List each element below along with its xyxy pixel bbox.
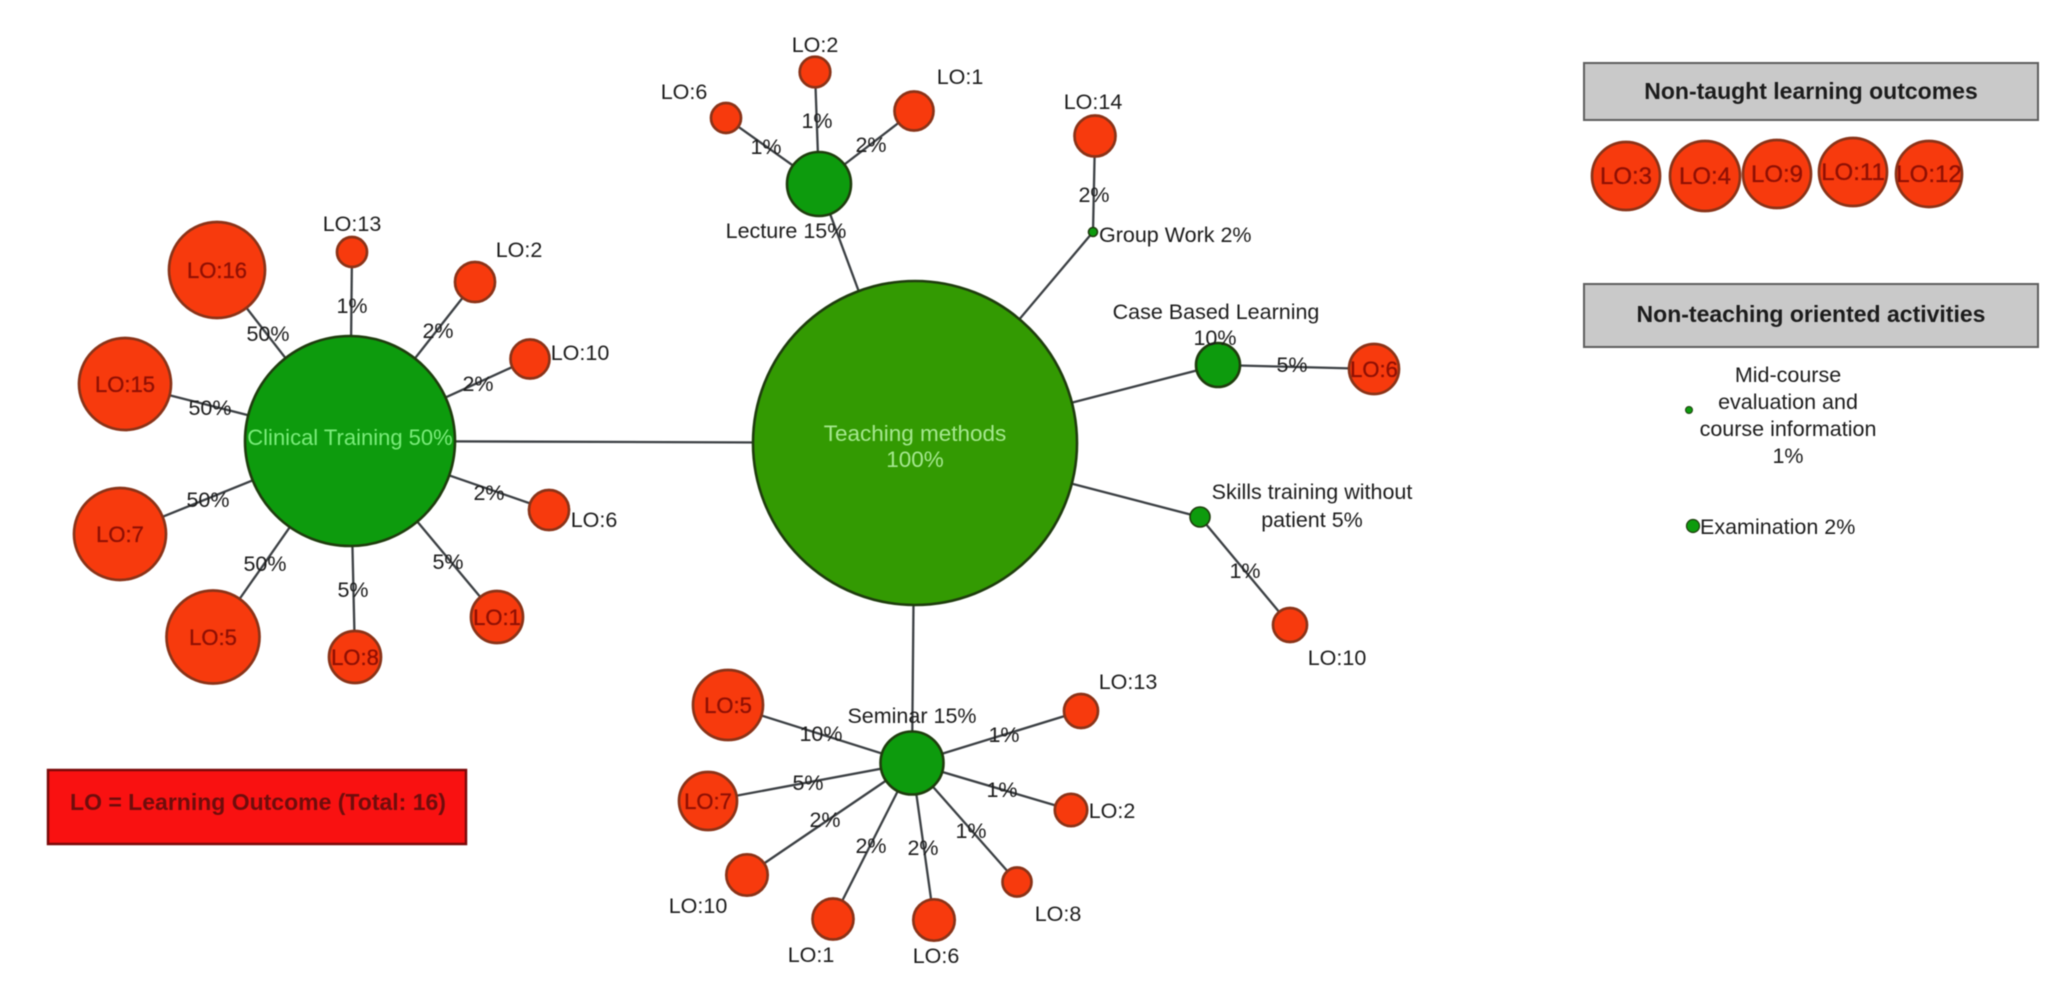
svg-text:1%: 1% (1229, 559, 1260, 583)
svg-text:LO:7: LO:7 (684, 789, 732, 814)
svg-text:LO:12: LO:12 (1896, 161, 1961, 188)
svg-text:LO:4: LO:4 (1679, 163, 1731, 190)
svg-text:50%: 50% (246, 322, 289, 346)
svg-text:LO:13: LO:13 (1099, 670, 1158, 694)
svg-text:LO:5: LO:5 (704, 693, 752, 718)
svg-text:LO:16: LO:16 (187, 258, 247, 283)
svg-text:LO:13: LO:13 (323, 212, 382, 236)
svg-text:5%: 5% (792, 771, 823, 795)
svg-text:Group Work 2%: Group Work 2% (1099, 223, 1252, 247)
svg-text:2%: 2% (462, 372, 493, 396)
svg-text:LO:1: LO:1 (788, 943, 835, 967)
svg-text:50%: 50% (243, 552, 286, 576)
svg-text:Teaching methods: Teaching methods (824, 421, 1007, 446)
svg-text:1%: 1% (750, 135, 781, 159)
svg-text:LO:2: LO:2 (496, 238, 543, 262)
svg-text:Non-teaching oriented activiti: Non-teaching oriented activities (1637, 301, 1986, 327)
svg-text:LO:8: LO:8 (1035, 902, 1082, 926)
svg-text:Skills training without: Skills training without (1212, 480, 1413, 504)
svg-text:Clinical Training 50%: Clinical Training 50% (247, 425, 452, 450)
svg-text:5%: 5% (432, 550, 463, 574)
svg-text:Examination 2%: Examination 2% (1700, 515, 1855, 539)
svg-text:LO:1: LO:1 (473, 605, 521, 630)
svg-text:LO:9: LO:9 (1751, 161, 1803, 188)
svg-text:10%: 10% (1193, 326, 1236, 350)
svg-text:1%: 1% (986, 778, 1017, 802)
svg-text:LO:5: LO:5 (189, 625, 237, 650)
svg-text:LO:6: LO:6 (913, 944, 960, 968)
svg-text:2%: 2% (907, 836, 938, 860)
svg-text:1%: 1% (955, 819, 986, 843)
svg-text:LO:8: LO:8 (331, 645, 379, 670)
svg-text:50%: 50% (186, 488, 229, 512)
svg-text:5%: 5% (1276, 353, 1307, 377)
svg-text:LO:7: LO:7 (96, 522, 144, 547)
svg-text:2%: 2% (855, 834, 886, 858)
svg-text:Non-taught learning outcomes: Non-taught learning outcomes (1644, 78, 1978, 104)
svg-text:LO:3: LO:3 (1600, 163, 1652, 190)
svg-text:1%: 1% (801, 109, 832, 133)
svg-text:LO:2: LO:2 (1089, 799, 1136, 823)
svg-text:LO:10: LO:10 (1308, 646, 1367, 670)
svg-text:2%: 2% (422, 319, 453, 343)
svg-text:1%: 1% (988, 723, 1019, 747)
svg-text:5%: 5% (337, 578, 368, 602)
svg-text:10%: 10% (799, 722, 842, 746)
svg-text:50%: 50% (188, 396, 231, 420)
svg-text:Mid-course: Mid-course (1735, 363, 1841, 387)
svg-text:LO:10: LO:10 (669, 894, 728, 918)
svg-text:2%: 2% (809, 808, 840, 832)
svg-text:LO:6: LO:6 (1350, 357, 1398, 382)
svg-text:2%: 2% (473, 481, 504, 505)
svg-text:100%: 100% (886, 447, 944, 472)
svg-text:LO:10: LO:10 (551, 341, 610, 365)
svg-text:LO:6: LO:6 (571, 508, 618, 532)
svg-text:Lecture 15%: Lecture 15% (726, 219, 847, 243)
svg-text:Seminar 15%: Seminar 15% (847, 704, 976, 728)
svg-text:LO:15: LO:15 (95, 372, 155, 397)
svg-text:LO:14: LO:14 (1064, 90, 1123, 114)
svg-text:LO:6: LO:6 (661, 80, 708, 104)
svg-text:2%: 2% (1078, 183, 1109, 207)
svg-text:Case Based Learning: Case Based Learning (1113, 300, 1320, 324)
svg-text:evaluation and: evaluation and (1718, 390, 1858, 414)
svg-text:LO:1: LO:1 (937, 65, 984, 89)
svg-text:2%: 2% (855, 133, 886, 157)
svg-text:patient 5%: patient 5% (1261, 508, 1363, 532)
svg-text:1%: 1% (1772, 444, 1803, 468)
svg-text:LO = Learning Outcome (Total:: LO = Learning Outcome (Total: 16) (70, 789, 446, 815)
svg-text:LO:2: LO:2 (792, 33, 839, 57)
svg-text:course information: course information (1700, 417, 1877, 441)
svg-text:LO:11: LO:11 (1821, 159, 1885, 186)
svg-text:1%: 1% (336, 294, 367, 318)
